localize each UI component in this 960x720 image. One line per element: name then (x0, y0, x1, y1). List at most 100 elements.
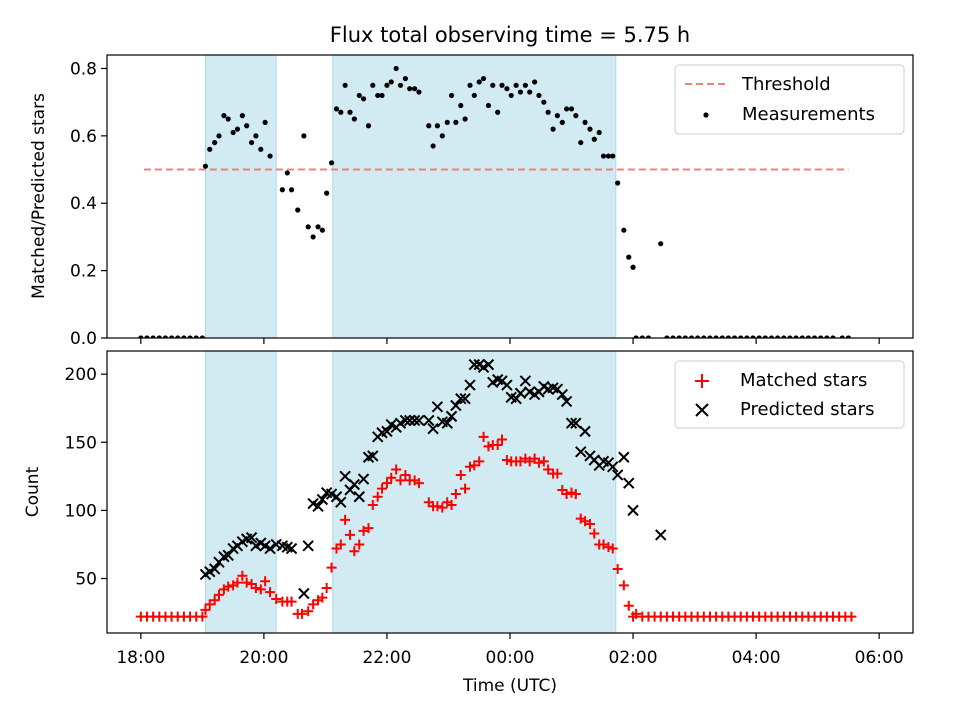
measurement-point (596, 129, 602, 136)
predicted-star-point (312, 500, 324, 513)
matched-star-point (271, 593, 282, 604)
matched-star-point (570, 489, 581, 500)
measurement-point (324, 190, 330, 196)
predicted-star-point (459, 392, 471, 405)
measurement-point (444, 119, 450, 125)
matched-star-point (497, 434, 508, 445)
matched-star-point (623, 600, 634, 611)
measurement-point (490, 82, 496, 88)
measurement-point (258, 146, 264, 152)
matched-star-point (200, 604, 211, 615)
predicted-star-point (339, 470, 351, 483)
measurement-point (144, 335, 150, 338)
measurement-point (615, 180, 621, 186)
matched-star-point (432, 501, 443, 512)
measurement-point (426, 123, 432, 129)
measurement-point (504, 86, 510, 92)
measurement-point (239, 113, 245, 119)
predicted-star-point (399, 414, 412, 427)
predicted-star-point (519, 375, 532, 387)
shaded-interval (204, 350, 277, 634)
matched-star-point (618, 580, 629, 591)
measurement-point (824, 335, 830, 338)
predicted-star-point (431, 401, 444, 413)
matched-star-point (395, 475, 406, 486)
measurement-point (365, 123, 372, 129)
measurement-point (633, 335, 639, 338)
top-y-axis-label: Matched/Predicted stars (29, 93, 49, 299)
matched-star-point (297, 608, 308, 619)
predicted-star-point (408, 414, 421, 427)
predicted-star-point (579, 425, 591, 438)
predicted-star-point (575, 446, 587, 458)
predicted-star-point (468, 358, 481, 371)
measurement-point (830, 335, 836, 338)
measurement-point (230, 129, 236, 136)
legend-threshold-label: Threshold (741, 74, 831, 95)
measurement-point (319, 227, 325, 233)
figure-title: Flux total observing time = 5.75 h (330, 23, 690, 47)
measurement-point (221, 113, 227, 119)
bottom-y-axis: 50 100 150 200 (65, 365, 107, 590)
measurement-point (527, 89, 533, 95)
measurement-point (682, 335, 688, 338)
x-tick-label: 04:00 (732, 648, 781, 668)
measurement-point (536, 92, 542, 99)
measurement-point (225, 116, 231, 122)
predicted-star-point (413, 414, 425, 427)
matched-star-point (209, 595, 220, 606)
measurement-point (550, 126, 556, 132)
measurement-point (587, 126, 593, 132)
matched-star-point (612, 563, 623, 574)
predicted-star-point (404, 414, 416, 427)
measurement-point (818, 335, 824, 338)
measurement-point (621, 227, 627, 233)
measurement-point (467, 82, 473, 88)
matched-star-point (303, 606, 314, 617)
legend-predicted-swatch (695, 403, 709, 417)
matched-star-point (372, 491, 383, 502)
measurement-point (375, 92, 381, 99)
matched-star-point (340, 514, 351, 525)
measurement-point (725, 335, 732, 338)
y-tick-label: 0.4 (70, 194, 97, 214)
y-tick-label: 0.8 (70, 59, 97, 79)
matched-star-point (223, 581, 234, 592)
measurement-point (244, 123, 250, 129)
predicted-star-point (245, 531, 258, 544)
measurement-point (193, 335, 199, 338)
matched-star-point (241, 577, 252, 588)
bottom-panel: 50 100 150 200 18:00 20:00 22:00 00:00 02:00 04:… (23, 350, 914, 696)
x-tick-label: 00:00 (486, 648, 535, 668)
y-tick-label: 200 (65, 365, 97, 385)
predicted-star-point (565, 417, 578, 429)
measurement-point (295, 207, 301, 213)
matched-star-point (460, 483, 471, 494)
measurement-point (384, 82, 390, 88)
top-y-axis: 0.0 0.2 0.4 0.6 0.8 (70, 59, 107, 349)
predicted-star-point (514, 387, 527, 399)
x-tick-label: 18:00 (116, 648, 165, 668)
measurement-point (402, 75, 409, 82)
measurement-point (156, 335, 162, 338)
measurement-point (207, 146, 213, 152)
predicted-star-point (450, 399, 462, 412)
matched-star-point (335, 539, 346, 550)
matched-star-point (326, 562, 337, 573)
predicted-star-point (285, 542, 298, 555)
matched-star-point (349, 546, 360, 557)
legend-measurements-label: Measurements (742, 104, 875, 125)
measurement-point (202, 163, 209, 169)
measurement-point (688, 335, 695, 338)
measurement-point (485, 102, 492, 109)
measurement-point (480, 75, 487, 82)
predicted-star-point (455, 392, 467, 405)
measurement-point (181, 335, 187, 338)
top-x-ticks (140, 338, 880, 344)
measurement-point (719, 335, 725, 338)
measurement-point (253, 133, 259, 139)
measurement-point (138, 335, 144, 338)
matched-star-point (413, 478, 424, 489)
measurement-point (839, 335, 845, 338)
